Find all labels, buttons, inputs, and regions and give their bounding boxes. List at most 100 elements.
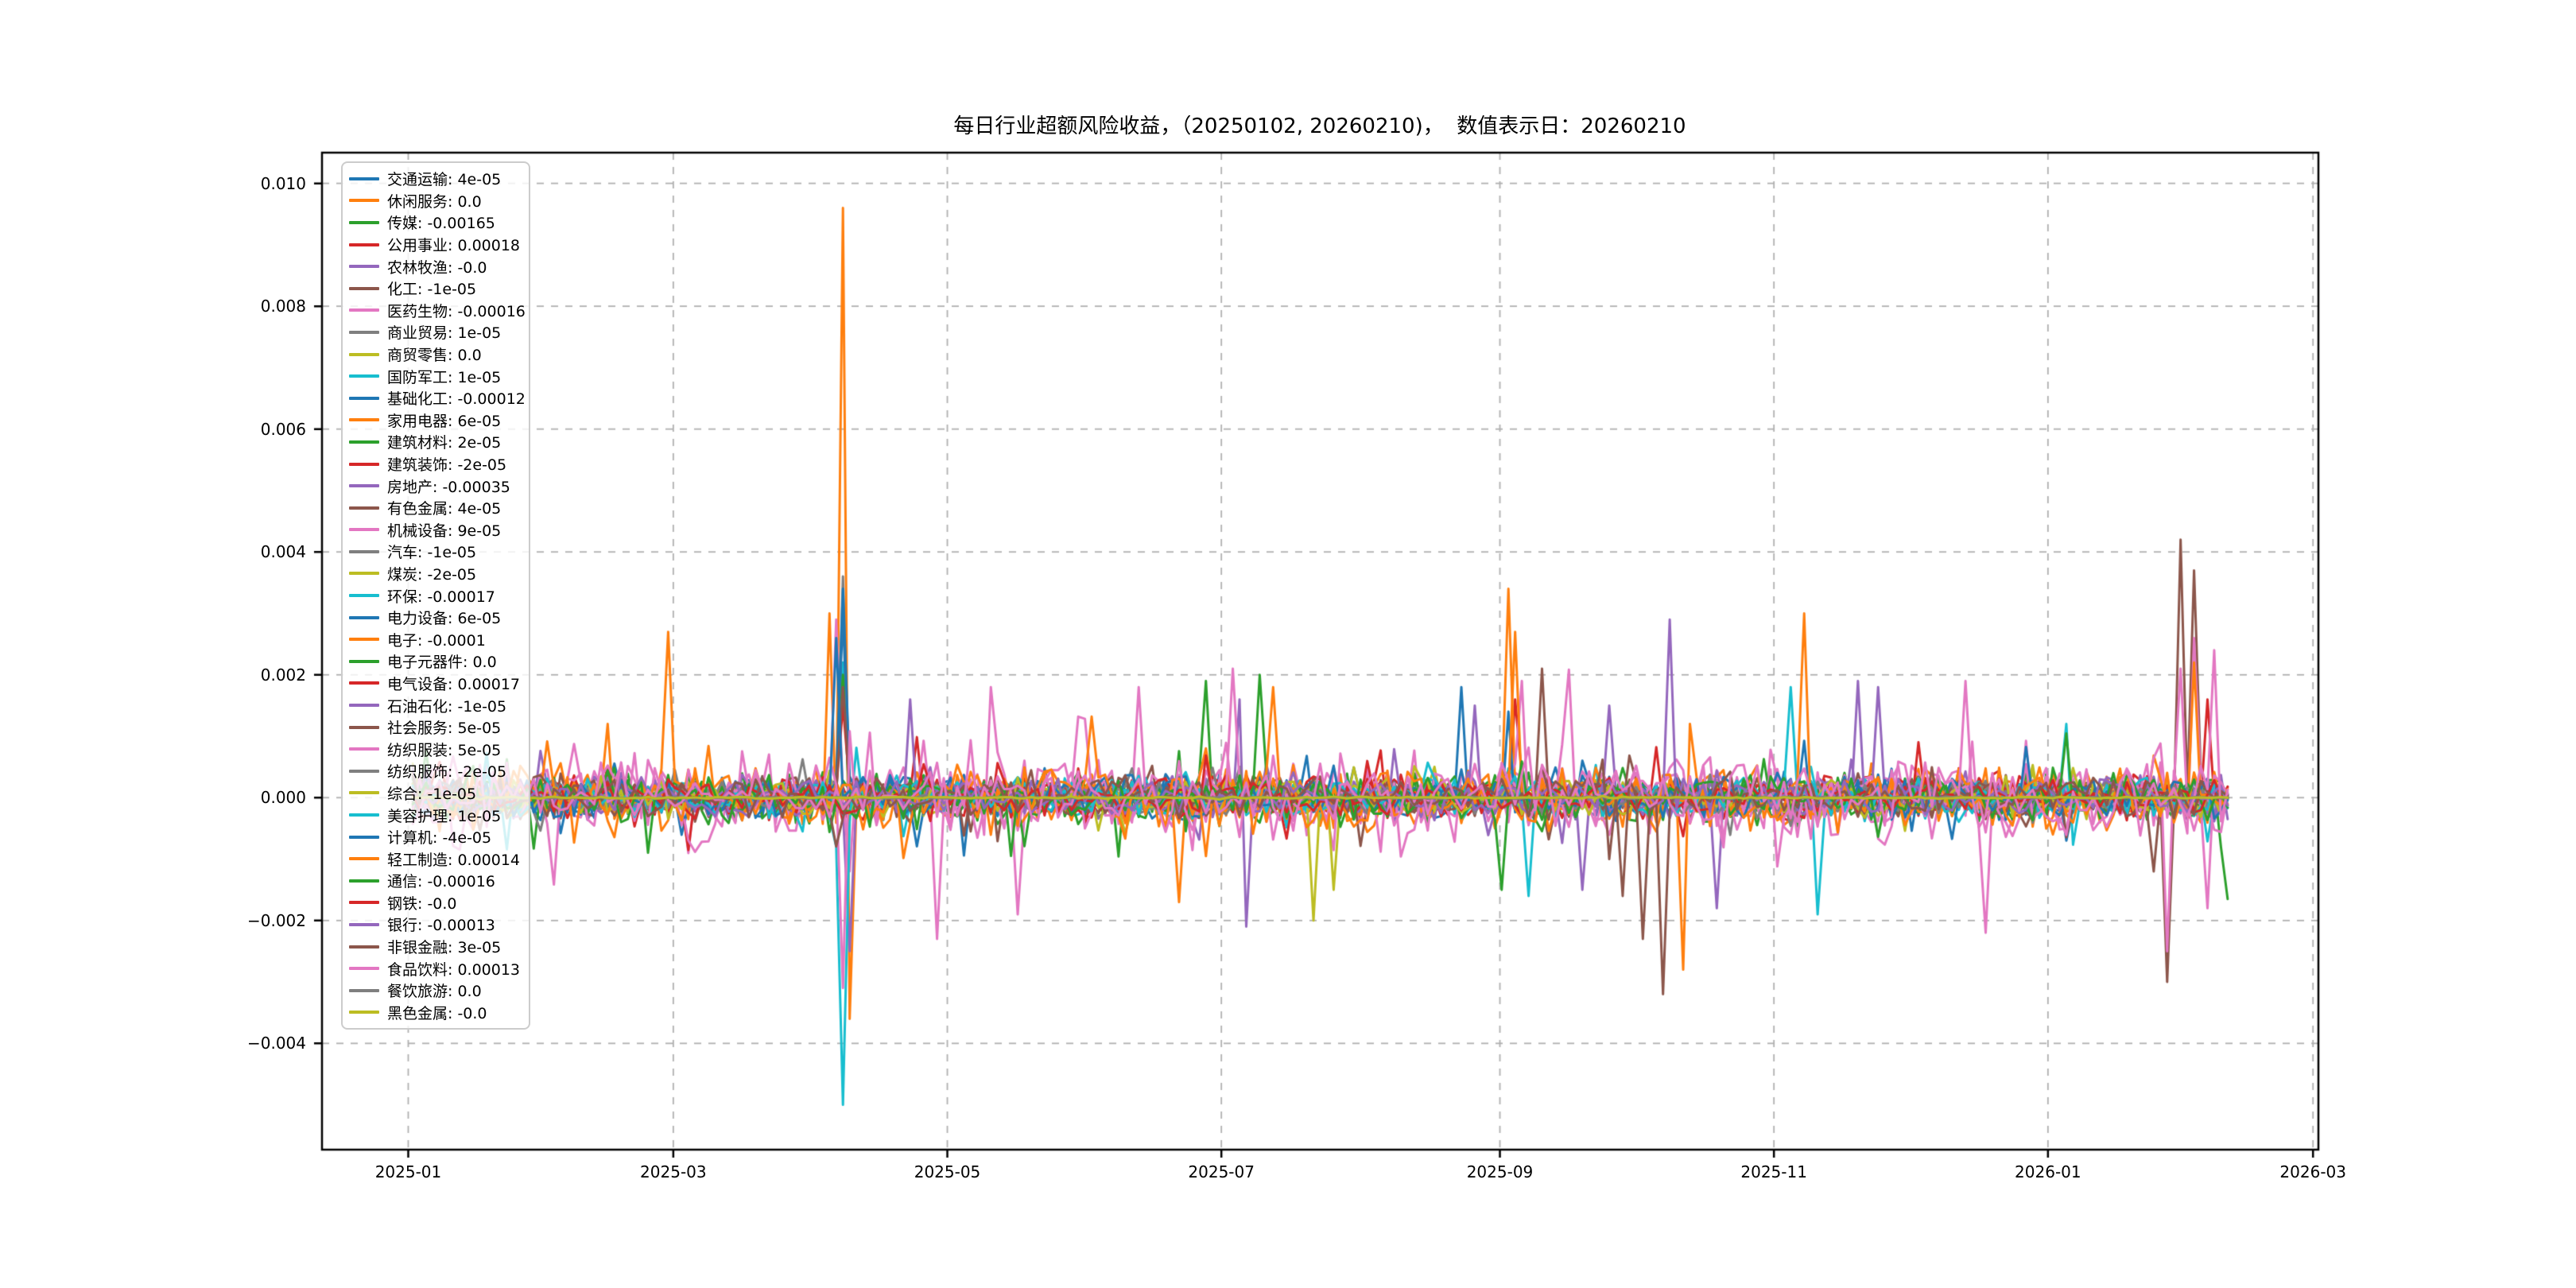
legend-item: 煤炭: -2e-05 — [349, 563, 522, 585]
legend-item: 有色金属: 4e-05 — [349, 497, 522, 519]
legend-item-label: 基础化工: -0.00012 — [387, 390, 526, 409]
legend-item: 公用事业: 0.00018 — [349, 234, 522, 256]
y-tick-label: 0.000 — [260, 788, 306, 808]
legend-item: 黑色金属: -0.0 — [349, 1002, 522, 1024]
legend-line-swatch — [349, 330, 379, 334]
legend-item-label: 农林牧渔: -0.0 — [387, 258, 487, 277]
legend-item: 传媒: -0.00165 — [349, 211, 522, 234]
legend-item: 钢铁: -0.0 — [349, 892, 522, 914]
y-tick-label: −0.002 — [246, 910, 306, 930]
legend-item-label: 轻工制造: 0.00014 — [387, 851, 521, 869]
legend-item: 交通运输: 4e-05 — [349, 168, 522, 190]
legend-item-label: 国防军工: 1e-05 — [387, 368, 502, 386]
legend-item-label: 公用事业: 0.00018 — [387, 237, 521, 255]
legend-item-label: 综合: -1e-05 — [387, 785, 477, 803]
legend-line-swatch — [349, 572, 379, 576]
legend-item-label: 电气设备: 0.00017 — [387, 675, 521, 693]
legend-line-swatch — [349, 725, 379, 729]
legend-item-label: 餐饮旅游: 0.0 — [387, 983, 482, 1001]
legend-line-swatch — [349, 945, 379, 949]
legend-item: 纺织服装: 5e-05 — [349, 738, 522, 760]
legend-line-swatch — [349, 857, 379, 861]
x-tick-label: 2026-01 — [2015, 1162, 2081, 1181]
legend-item: 电气设备: 0.00017 — [349, 673, 522, 695]
legend-item: 轻工制造: 0.00014 — [349, 848, 522, 870]
legend-line-swatch — [349, 659, 379, 663]
legend-item-label: 银行: -0.00013 — [387, 917, 495, 935]
legend-line-swatch — [349, 374, 379, 378]
legend-item: 石油石化: -1e-05 — [349, 694, 522, 716]
legend-item: 商业贸易: 1e-05 — [349, 321, 522, 343]
legend-line-swatch — [349, 484, 379, 488]
x-tick-label: 2025-11 — [1740, 1162, 1807, 1181]
legend-item: 非银金融: 3e-05 — [349, 936, 522, 958]
legend-item: 纺织服饰: -2e-05 — [349, 760, 522, 782]
legend-line-swatch — [349, 922, 379, 926]
x-tick-label: 2025-09 — [1466, 1162, 1534, 1181]
legend-item-label: 家用电器: 6e-05 — [387, 412, 502, 430]
x-tick-label: 2026-03 — [2279, 1162, 2346, 1181]
y-tick-label: 0.002 — [260, 665, 306, 685]
legend-item-label: 医药生物: -0.00016 — [387, 302, 526, 320]
legend-item: 电子: -0.0001 — [349, 628, 522, 650]
legend-item-label: 非银金融: 3e-05 — [387, 939, 502, 957]
legend-item: 家用电器: 6e-05 — [349, 409, 522, 432]
legend-item-label: 电子元器件: 0.0 — [387, 654, 497, 672]
legend-item: 通信: -0.00016 — [349, 870, 522, 892]
legend-item-label: 石油石化: -1e-05 — [387, 697, 507, 716]
legend-item-label: 美容护理: 1e-05 — [387, 807, 502, 825]
y-tick-label: 0.004 — [260, 542, 306, 562]
legend-line-swatch — [349, 308, 379, 312]
legend-item-label: 煤炭: -2e-05 — [387, 565, 477, 584]
legend-item: 休闲服务: 0.0 — [349, 190, 522, 212]
legend-item-label: 社会服务: 5e-05 — [387, 720, 502, 738]
legend-item: 汽车: -1e-05 — [349, 541, 522, 563]
legend-item-label: 通信: -0.00016 — [387, 873, 495, 891]
legend-line-swatch — [349, 835, 379, 839]
legend-line-swatch — [349, 549, 379, 553]
legend-line-swatch — [349, 462, 379, 466]
legend-item: 美容护理: 1e-05 — [349, 804, 522, 826]
legend-item: 餐饮旅游: 0.0 — [349, 980, 522, 1002]
legend-line-swatch — [349, 747, 379, 751]
y-tick-label: −0.004 — [246, 1034, 306, 1053]
legend-line-swatch — [349, 528, 379, 532]
legend-item-label: 电力设备: 6e-05 — [387, 610, 502, 628]
legend-line-swatch — [349, 506, 379, 510]
legend-item-label: 建筑材料: 2e-05 — [387, 434, 502, 452]
x-tick-label: 2025-01 — [374, 1162, 442, 1181]
legend-item-label: 休闲服务: 0.0 — [387, 192, 482, 211]
legend-line-swatch — [349, 967, 379, 971]
legend-item: 建筑装饰: -2e-05 — [349, 453, 522, 475]
legend-item-label: 商贸零售: 0.0 — [387, 347, 482, 365]
legend-line-swatch — [349, 220, 379, 224]
legend-line-swatch — [349, 177, 379, 180]
legend-line-swatch — [349, 199, 379, 203]
legend-item-label: 食品饮料: 0.00013 — [387, 960, 521, 979]
legend-line-swatch — [349, 988, 379, 992]
legend-item-label: 机械设备: 9e-05 — [387, 522, 502, 540]
legend-line-swatch — [349, 286, 379, 290]
legend-line-swatch — [349, 352, 379, 356]
legend-line-swatch — [349, 418, 379, 422]
legend-line-swatch — [349, 265, 379, 269]
legend-line-swatch — [349, 615, 379, 619]
y-tick-label: 0.008 — [260, 297, 306, 316]
legend-line-swatch — [349, 813, 379, 817]
legend-item-label: 交通运输: 4e-05 — [387, 171, 502, 189]
legend-item-label: 房地产: -0.00035 — [387, 478, 510, 496]
legend-item: 环保: -0.00017 — [349, 584, 522, 607]
y-tick-label: 0.006 — [260, 419, 306, 439]
legend-item: 计算机: -4e-05 — [349, 826, 522, 848]
legend-item-label: 传媒: -0.00165 — [387, 215, 495, 233]
legend-item-label: 建筑装饰: -2e-05 — [387, 456, 507, 475]
legend-item: 建筑材料: 2e-05 — [349, 431, 522, 453]
legend-line-swatch — [349, 396, 379, 400]
legend-line-swatch — [349, 638, 379, 642]
legend-line-swatch — [349, 879, 379, 883]
legend-item: 化工: -1e-05 — [349, 277, 522, 300]
legend-item-label: 钢铁: -0.0 — [387, 894, 457, 913]
x-tick-label: 2025-07 — [1188, 1162, 1255, 1181]
legend-item: 机械设备: 9e-05 — [349, 519, 522, 541]
legend-line-swatch — [349, 681, 379, 685]
